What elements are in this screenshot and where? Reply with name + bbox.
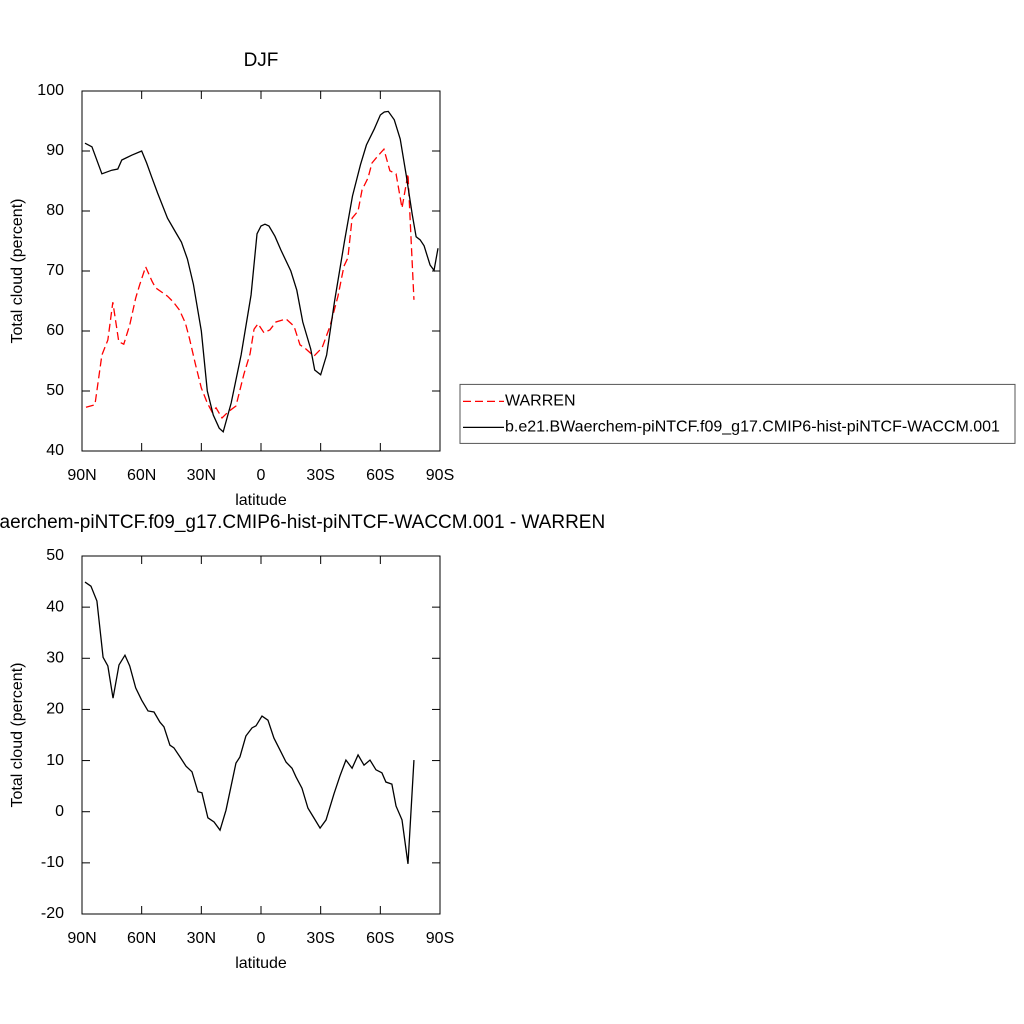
y-tick-label: 60 [46, 322, 64, 339]
x-tick-label: 30N [187, 467, 216, 484]
y-tick-label: 70 [46, 262, 64, 279]
x-tick-label: 90S [426, 467, 454, 484]
y-tick-label: 30 [46, 650, 64, 667]
y-tick-label: 0 [55, 803, 64, 820]
data-line [84, 110, 439, 433]
x-axis-label: latitude [235, 955, 287, 972]
data-line [84, 581, 415, 864]
y-tick-label: 100 [37, 82, 64, 99]
x-tick-label: 60S [366, 467, 394, 484]
y-tick-label: -20 [41, 905, 64, 922]
data-line [85, 147, 415, 420]
x-tick-label: 30N [187, 930, 216, 947]
plot-frame [81, 555, 441, 915]
y-tick-label: 10 [46, 752, 64, 769]
x-tick-label: 90N [67, 930, 96, 947]
y-axis-label: Total cloud (percent) [9, 663, 26, 808]
x-tick-label: 60N [127, 930, 156, 947]
x-tick-label: 30S [306, 930, 334, 947]
y-tick-label: 90 [46, 142, 64, 159]
chart-title: DJF [244, 50, 279, 71]
y-tick-label: 80 [46, 202, 64, 219]
y-tick-label: 40 [46, 598, 64, 615]
plot-frame [81, 90, 441, 452]
y-axis-label: Total cloud (percent) [9, 199, 26, 344]
x-tick-label: 0 [257, 930, 266, 947]
legend-label: WARREN [505, 393, 576, 410]
y-tick-label: 50 [46, 382, 64, 399]
x-tick-label: 90S [426, 930, 454, 947]
x-axis-label: latitude [235, 492, 287, 509]
legend-box [459, 383, 1016, 444]
x-tick-label: 90N [67, 467, 96, 484]
y-tick-label: 50 [46, 547, 64, 564]
x-tick-label: 30S [306, 467, 334, 484]
x-tick-label: 60N [127, 467, 156, 484]
y-tick-label: 40 [46, 442, 64, 459]
x-tick-label: 0 [257, 467, 266, 484]
y-tick-label: -10 [41, 854, 64, 871]
x-tick-label: 60S [366, 930, 394, 947]
legend-label: b.e21.BWaerchem-piNTCF.f09_g17.CMIP6-his… [505, 419, 1000, 436]
chart-title: b.e21.BWaerchem-piNTCF.f09_g17.CMIP6-his… [0, 512, 605, 533]
y-tick-label: 20 [46, 701, 64, 718]
